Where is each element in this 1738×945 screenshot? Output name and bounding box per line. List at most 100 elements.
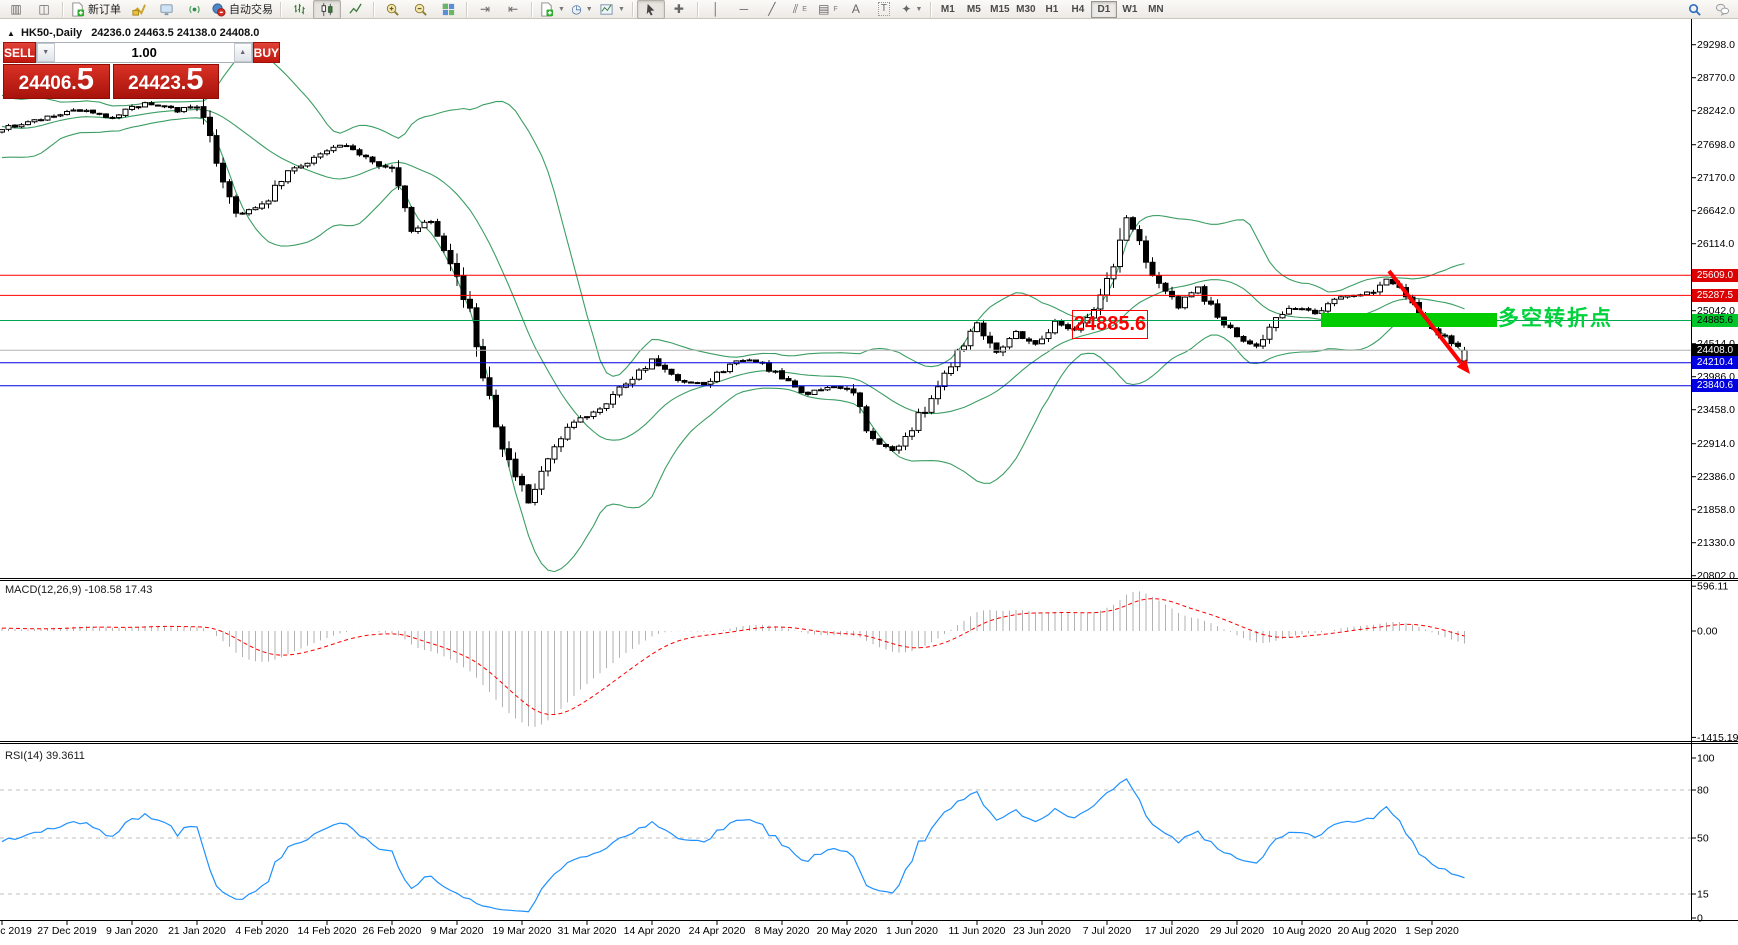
timeframe-button-m5[interactable]: M5 — [966, 3, 981, 15]
price-tick-label: 21330.0 — [1697, 537, 1735, 549]
date-tick-label: 8 May 2020 — [755, 925, 810, 937]
tick-chart-button[interactable]: ◫ — [30, 0, 58, 19]
fibo-tool-label: F — [833, 5, 838, 13]
timeframe-button-d1[interactable]: D1 — [1090, 0, 1117, 18]
volume-input[interactable] — [54, 43, 234, 62]
collapse-triangle-icon: ▲ — [7, 29, 15, 38]
price-tick-label: 29298.0 — [1697, 39, 1735, 51]
bar-chart-icon — [293, 3, 305, 14]
buy-button[interactable]: BUY — [252, 42, 281, 63]
candlestick-chart-button[interactable] — [313, 0, 341, 19]
text-label-icon: T — [877, 2, 890, 16]
database-icon — [131, 3, 146, 16]
search-button[interactable] — [1680, 0, 1708, 19]
timeframe-button-m1[interactable]: M1 — [940, 3, 955, 15]
new-order-button[interactable]: 新订单 — [67, 0, 124, 19]
tick-chart-icon: ◫ — [38, 2, 50, 16]
hline-tool-button[interactable]: ─ — [730, 0, 758, 19]
sell-price-main: 24406 — [18, 73, 72, 94]
main-toolbar: ▥ ◫ 新订单 自动交易 ⇥ ⇤ ▼ ◷ ▼ ▼ ✚ │ ─ ╱ ⫽ E ▤ F A … — [0, 0, 1738, 19]
price-tick-label: 21858.0 — [1697, 504, 1735, 516]
volume-increase-button[interactable]: ▲ — [233, 43, 252, 62]
chart-title: ▲ HK50-,Daily 24236.0 24463.5 24138.0 24… — [7, 27, 259, 39]
timeframe-button-m15[interactable]: M15 — [990, 3, 1010, 15]
dropdown-arrow-icon: ▼ — [915, 5, 923, 13]
zoom-in-button[interactable] — [378, 0, 406, 19]
tile-windows-button[interactable] — [434, 0, 462, 19]
auto-scroll-button[interactable]: ⇤ — [499, 0, 527, 19]
label-tool-button[interactable]: T — [870, 0, 898, 19]
auto-scroll-icon: ⇤ — [507, 2, 519, 16]
chart-shift-icon: ⇥ — [479, 2, 491, 16]
sell-price-sep: . — [71, 73, 77, 94]
trendline-tool-button[interactable]: ╱ — [758, 0, 786, 19]
macd-signal-line — [1, 598, 1465, 716]
price-level-label: 24885.6 — [1692, 313, 1738, 327]
templates-button[interactable]: ▼ — [596, 0, 628, 19]
clock-icon: ◷ — [571, 2, 582, 16]
price-callout-box: 24885.6 — [1072, 310, 1148, 339]
template-icon — [600, 3, 613, 15]
line-chart-button[interactable] — [341, 0, 369, 19]
chart-shift-button[interactable]: ⇥ — [471, 0, 499, 19]
channel-tool-button[interactable]: ⫽ E — [786, 0, 814, 19]
indicators-icon — [541, 1, 554, 17]
volume-decrease-button[interactable]: ▼ — [36, 43, 55, 62]
date-tick-label: 20 Aug 2020 — [1338, 925, 1397, 937]
autotrading-icon — [212, 2, 226, 17]
history-center-button[interactable] — [124, 0, 152, 19]
bar-chart-button[interactable] — [285, 0, 313, 19]
sell-price-display[interactable]: 24406. 5 — [3, 63, 110, 99]
date-tick-label: 9 Mar 2020 — [430, 925, 483, 937]
date-tick-label: 26 Feb 2020 — [363, 925, 422, 937]
signals-button[interactable] — [180, 0, 208, 19]
price-level-label: 23840.6 — [1692, 379, 1738, 393]
down-arrow-head — [1456, 359, 1470, 374]
indicators-button[interactable]: ▼ — [536, 0, 568, 19]
price-level-label: 25287.5 — [1692, 288, 1738, 302]
symbol-period-label: HK50-,Daily — [20, 27, 83, 39]
cursor-tool-button[interactable] — [636, 0, 665, 19]
autotrading-button[interactable]: 自动交易 — [208, 0, 276, 19]
timeframe-button-w1[interactable]: W1 — [1122, 3, 1138, 15]
crosshair-tool-button[interactable]: ✚ — [665, 0, 693, 19]
line-chart-icon — [348, 3, 362, 14]
autotrading-label: 自动交易 — [229, 4, 273, 16]
text-icon: A — [851, 2, 860, 16]
date-tick-label: 27 Dec 2019 — [37, 925, 97, 937]
cursor-icon — [647, 3, 655, 15]
price-tick-label: 27170.0 — [1697, 172, 1735, 184]
equidistant-channel-icon: ⫽ — [792, 2, 799, 16]
trendline-icon: ╱ — [768, 2, 776, 16]
fibonacci-tool-button[interactable]: ▤ F — [814, 0, 842, 19]
shapes-tool-button[interactable]: ✦ ▼ — [898, 0, 926, 19]
buy-price-display[interactable]: 24423. 5 — [112, 63, 219, 99]
timeframe-button-m30[interactable]: M30 — [1016, 3, 1036, 15]
volume-spinner: ▼ ▲ — [35, 42, 253, 63]
new-order-icon — [72, 1, 85, 17]
text-tool-button[interactable]: A — [842, 0, 870, 19]
chart-window-button[interactable]: ▥ — [2, 0, 30, 19]
vline-tool-button[interactable]: │ — [702, 0, 730, 19]
date-tick-label: 11 Jun 2020 — [948, 925, 1005, 937]
one-click-trading-panel: SELL ▼ ▲ BUY 24406.5 24423.5 — [3, 42, 281, 100]
periods-button[interactable]: ◷ ▼ — [568, 0, 596, 19]
date-tick-label: 1 Sep 2020 — [1405, 925, 1459, 937]
terminal-button[interactable] — [152, 0, 180, 19]
price-level-label: 24408.0 — [1692, 343, 1738, 357]
date-tick-label: 14 Apr 2020 — [624, 925, 681, 937]
signal-icon — [188, 5, 200, 13]
timeframe-button-h4[interactable]: H4 — [1071, 3, 1085, 15]
price-tick-label: 26642.0 — [1697, 205, 1735, 217]
date-tick-label: 24 Apr 2020 — [689, 925, 746, 937]
sell-button[interactable]: SELL — [3, 42, 36, 63]
timeframe-button-mn[interactable]: MN — [1148, 3, 1164, 15]
chat-button[interactable] — [1708, 0, 1736, 19]
timeframe-toolbar: M1 M5 M15 M30 H1 H4 D1 W1 MN — [935, 0, 1169, 18]
rsi-indicator-label: RSI(14) 39.3611 — [5, 750, 85, 762]
macd-indicator-label: MACD(12,26,9) -108.58 17.43 — [5, 584, 153, 596]
timeframe-button-h1[interactable]: H1 — [1045, 3, 1059, 15]
spinner-up-icon: ▲ — [239, 49, 247, 56]
zoom-out-button[interactable] — [406, 0, 434, 19]
